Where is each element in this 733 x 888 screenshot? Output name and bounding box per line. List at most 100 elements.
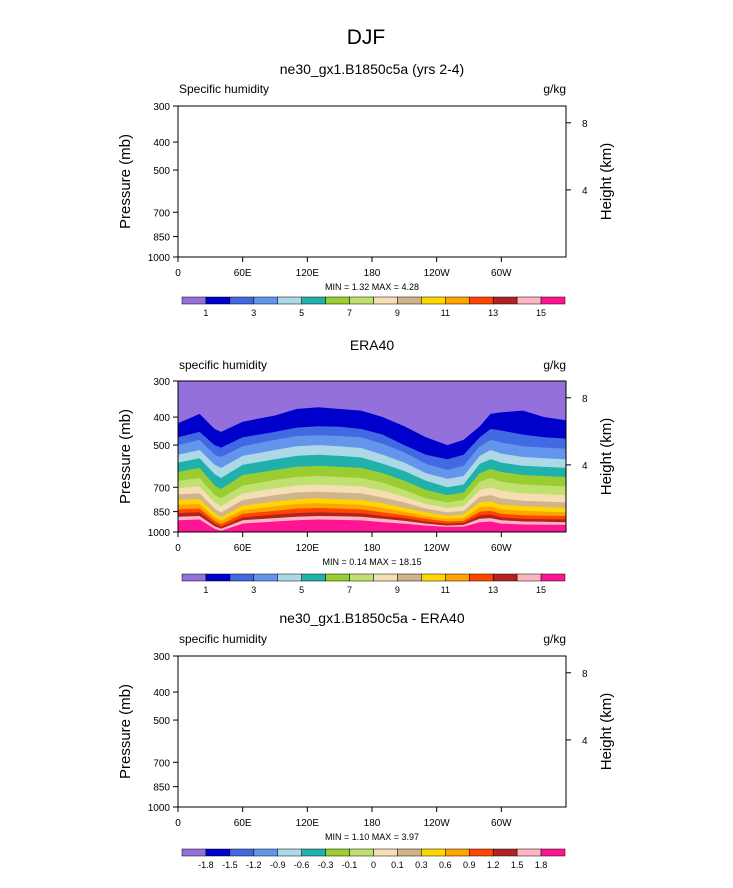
colorbar-swatch — [469, 573, 494, 582]
colorbar-swatch — [277, 573, 302, 582]
pressure-tick-label: 700 — [153, 758, 170, 769]
colorbar-label: 1.8 — [535, 860, 548, 870]
pressure-tick-label: 400 — [153, 688, 170, 699]
colorbar-swatch — [253, 848, 278, 857]
pressure-tick-label: 850 — [153, 508, 170, 519]
colorbar-label: 0.3 — [415, 860, 428, 870]
colorbar: 1 3 5 7 9 11 13 15 — [181, 573, 566, 595]
x-tick-label: 120W — [424, 268, 451, 279]
pressure-axis-label: Pressure (mb) — [117, 684, 134, 779]
x-tick-label: 0 — [175, 543, 181, 554]
colorbar-label: 1.5 — [511, 860, 524, 870]
x-tick-label: 180 — [364, 268, 381, 279]
x-tick-label: 180 — [364, 818, 381, 829]
colorbar-swatch — [181, 848, 207, 857]
colorbar-label: -1.5 — [222, 860, 238, 870]
panel-diff: ne30_gx1.B1850c5a - ERA40 specific humid… — [117, 610, 615, 870]
x-tick-label: 60E — [234, 818, 252, 829]
colorbar-swatch — [516, 573, 542, 582]
panel-left-label: Specific humidity — [179, 82, 269, 96]
plot-area: 300 400 500 700 850 1000 8 4 0 60E 120E 180 120W 60W P… — [117, 377, 615, 554]
panel-left-label: specific humidity — [179, 632, 267, 646]
colorbar-swatch — [397, 296, 422, 305]
colorbar-swatch — [205, 296, 231, 305]
colorbar-label: 7 — [347, 308, 352, 318]
plot-area: 300 400 500 700 850 1000 8 4 0 60E 120E 180 120W 60W P… — [117, 102, 615, 279]
colorbar-label: -0.9 — [270, 860, 286, 870]
colorbar-swatch — [373, 573, 398, 582]
colorbar-swatch — [181, 573, 207, 582]
colorbar-swatch — [349, 296, 374, 305]
colorbar-label: 5 — [299, 308, 304, 318]
plot-area: 300 400 500 700 850 1000 8 4 0 60E 120E 180 120W 60W P… — [117, 652, 615, 829]
colorbar-swatch — [516, 296, 542, 305]
x-tick-label: 120E — [296, 268, 320, 279]
colorbar-label: 0.9 — [463, 860, 476, 870]
height-tick-label: 8 — [582, 394, 588, 405]
x-tick-label: 180 — [364, 543, 381, 554]
pressure-tick-label: 500 — [153, 716, 170, 727]
panel-units: g/kg — [543, 632, 566, 646]
height-axis-label: Height (km) — [598, 693, 615, 771]
panel-units: g/kg — [543, 82, 566, 96]
pressure-tick-label: 1000 — [148, 528, 171, 539]
colorbar-label: -1.2 — [246, 860, 262, 870]
colorbar-label: 13 — [488, 308, 498, 318]
colorbar-swatch — [253, 573, 278, 582]
colorbar-swatch — [421, 296, 446, 305]
colorbar-swatch — [205, 573, 231, 582]
colorbar-swatch — [181, 296, 207, 305]
colorbar-swatch — [349, 848, 374, 857]
panel-title: ERA40 — [350, 337, 395, 353]
colorbar-swatch — [492, 573, 518, 582]
colorbar-swatch — [229, 573, 255, 582]
colorbar-swatch — [397, 848, 422, 857]
pressure-tick-label: 850 — [153, 783, 170, 794]
pressure-tick-label: 400 — [153, 138, 170, 149]
colorbar-swatch — [349, 573, 374, 582]
x-tick-label: 60E — [234, 268, 252, 279]
height-axis-label: Height (km) — [598, 418, 615, 496]
panel-title: ne30_gx1.B1850c5a (yrs 2-4) — [280, 61, 464, 77]
colorbar-swatch — [492, 848, 518, 857]
panel-left-label: specific humidity — [179, 358, 267, 372]
x-tick-label: 120W — [424, 543, 451, 554]
colorbar-swatch — [373, 296, 398, 305]
height-tick-label: 4 — [582, 461, 588, 472]
colorbar-swatch — [540, 848, 566, 857]
pressure-tick-label: 850 — [153, 233, 170, 244]
colorbar-label: 15 — [536, 308, 546, 318]
plot-frame — [177, 655, 567, 808]
colorbar-label: 11 — [441, 308, 450, 318]
colorbar-swatch — [253, 296, 278, 305]
pressure-tick-label: 300 — [153, 377, 170, 388]
pressure-tick-label: 700 — [153, 483, 170, 494]
pressure-tick-label: 700 — [153, 208, 170, 219]
colorbar-swatch — [301, 296, 326, 305]
colorbar-label: -0.3 — [318, 860, 334, 870]
pressure-tick-label: 500 — [153, 441, 170, 452]
x-tick-label: 120E — [296, 818, 320, 829]
colorbar-label: 0.1 — [391, 860, 404, 870]
colorbar-swatch — [229, 296, 255, 305]
colorbar-label: 1 — [203, 308, 208, 318]
colorbar-label: 11 — [441, 585, 450, 595]
panel-units: g/kg — [543, 358, 566, 372]
colorbar-swatch — [540, 296, 566, 305]
min-max-label: MIN = 1.32 MAX = 4.28 — [325, 282, 419, 292]
colorbar-label: 3 — [251, 585, 256, 595]
pressure-axis-label: Pressure (mb) — [117, 409, 134, 504]
colorbar-label: 7 — [347, 585, 352, 595]
colorbar-swatch — [445, 296, 470, 305]
panel-model: ne30_gx1.B1850c5a (yrs 2-4) Specific hum… — [117, 61, 615, 318]
colorbar: 1 3 5 7 9 11 13 15 — [181, 296, 566, 318]
colorbar-swatch — [205, 848, 231, 857]
colorbar: -1.8 -1.5 -1.2 -0.9 -0.6 -0.3 -0.1 0 0.1 0.3 0.6 0.… — [181, 848, 566, 870]
pressure-tick-label: 1000 — [148, 253, 171, 264]
x-tick-label: 120E — [296, 543, 320, 554]
panel-obs: ERA40 specific humidity g/kg 30040050070… — [117, 337, 615, 595]
pressure-tick-label: 400 — [153, 413, 170, 424]
pressure-tick-label: 500 — [153, 166, 170, 177]
height-tick-label: 8 — [582, 669, 588, 680]
colorbar-swatch — [540, 573, 566, 582]
